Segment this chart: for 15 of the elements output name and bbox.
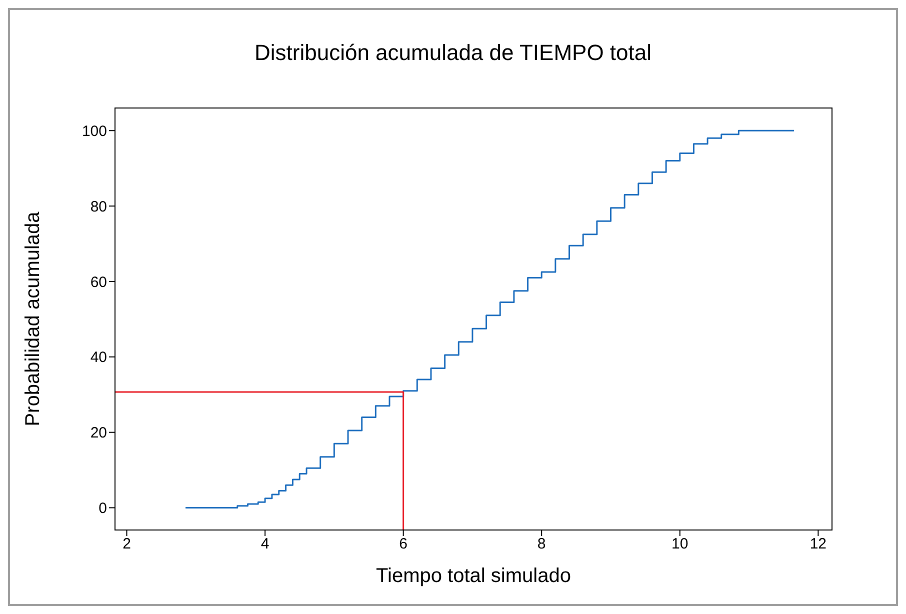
x-axis-title: Tiempo total simulado (376, 565, 571, 587)
x-tick-label: 12 (810, 536, 827, 553)
y-tick-label: 20 (90, 424, 107, 442)
x-tick-label: 4 (260, 536, 270, 553)
chart-title: Distribución acumulada de TIEMPO total (254, 40, 652, 66)
x-tick-label: 8 (537, 536, 546, 553)
y-tick-label: 40 (90, 349, 107, 366)
y-axis-title: Probabilidad acumulada (22, 210, 44, 426)
x-tick-label: 2 (122, 536, 131, 553)
y-tick-label: 60 (90, 274, 107, 291)
x-tick-label: 6 (399, 536, 408, 553)
y-tick-label: 80 (90, 198, 107, 216)
y-tick-label: 0 (98, 500, 107, 518)
y-tick-label: 100 (82, 122, 107, 140)
x-tick-label: 10 (672, 536, 688, 553)
